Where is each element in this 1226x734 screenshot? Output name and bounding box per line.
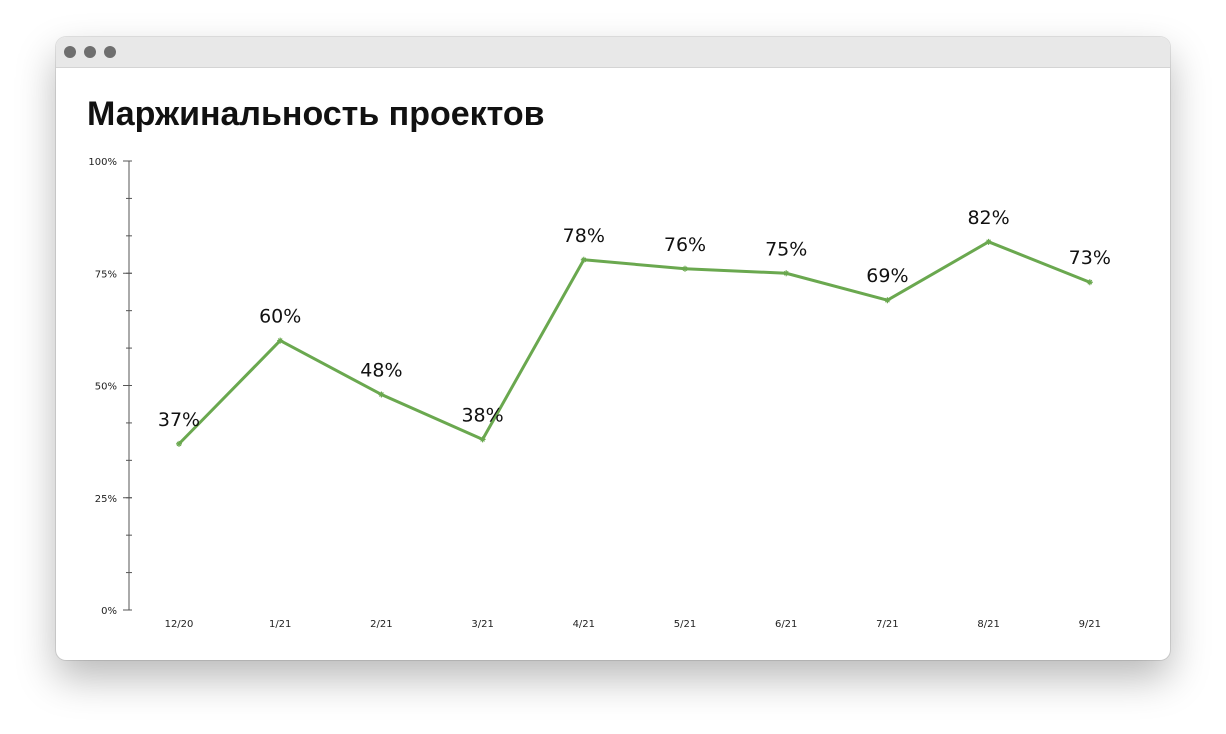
data-point [985, 238, 992, 245]
data-point [277, 337, 284, 344]
x-tick-label: 5/21 [674, 619, 696, 630]
data-point [378, 391, 385, 398]
chart-title: Маржинальность проектов [87, 95, 545, 133]
y-tick-label: 75% [95, 269, 117, 280]
data-label: 73% [1069, 247, 1111, 269]
window-titlebar [56, 37, 1170, 68]
data-label: 37% [158, 409, 200, 431]
data-point [682, 265, 688, 272]
x-tick-label: 8/21 [977, 619, 999, 630]
data-label: 82% [967, 207, 1009, 229]
data-point [580, 256, 587, 263]
data-label: 76% [664, 234, 706, 256]
data-label: 78% [563, 225, 605, 247]
data-label: 48% [360, 359, 402, 381]
window-maximize-button[interactable] [104, 46, 116, 58]
x-tick-label: 12/20 [165, 619, 194, 630]
data-point [176, 440, 182, 447]
window-close-button[interactable] [64, 46, 76, 58]
app-window: Маржинальность проектов 0% 25% 50% 75% 100% 1… [56, 37, 1170, 660]
x-tick-label: 2/21 [370, 619, 392, 630]
y-tick-label: 0% [101, 606, 117, 617]
data-label: 75% [765, 238, 807, 260]
x-tick-label: 3/21 [471, 619, 493, 630]
data-label: 60% [259, 306, 301, 328]
x-tick-label: 7/21 [876, 619, 898, 630]
x-tick-label: 9/21 [1079, 619, 1101, 630]
y-tick-label: 100% [88, 157, 117, 168]
x-tick-label: 1/21 [269, 619, 291, 630]
y-tick-label: 25% [95, 494, 117, 505]
data-label: 38% [461, 404, 503, 426]
data-point [783, 270, 790, 277]
x-tick-label: 4/21 [573, 619, 595, 630]
data-label: 69% [866, 265, 908, 287]
data-point [1086, 279, 1093, 286]
series-line [177, 240, 1092, 446]
x-tick-label: 6/21 [775, 619, 797, 630]
data-point [884, 297, 891, 304]
window-minimize-button[interactable] [84, 46, 96, 58]
line-chart: 0% 25% 50% 75% 100% 12/20 1/21 2/21 3/21 4/21 5/21… [88, 157, 1111, 630]
data-point [479, 436, 486, 443]
y-tick-label: 50% [95, 382, 117, 393]
